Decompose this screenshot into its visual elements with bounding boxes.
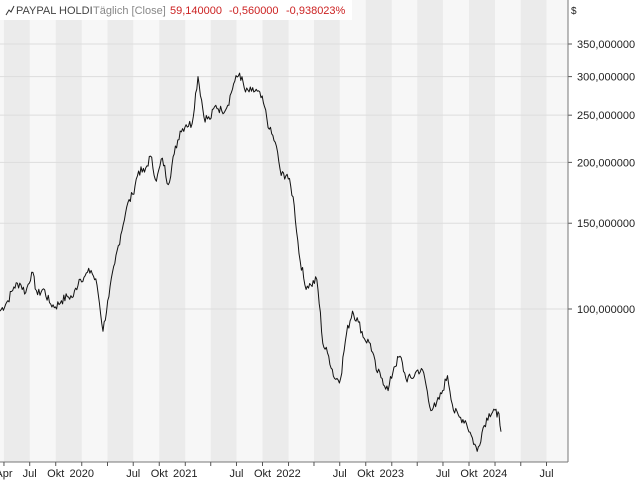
- x-tick-label: Apr: [0, 468, 13, 480]
- y-tick-label: 350,000000: [577, 39, 635, 51]
- y-tick-label: 250,000000: [577, 110, 635, 122]
- y-tick-label: 100,000000: [577, 304, 635, 316]
- x-tick-label: Jul: [23, 468, 37, 480]
- quarter-band: [520, 0, 547, 462]
- x-tick-label: 2020: [70, 468, 94, 480]
- x-tick-label: Jul: [436, 468, 450, 480]
- x-tick-label: 2024: [483, 468, 507, 480]
- quarter-band: [55, 0, 82, 462]
- header-background: [0, 0, 352, 20]
- x-tick-label: Jul: [333, 468, 347, 480]
- y-tick-label: 200,000000: [577, 157, 635, 169]
- last-price: 59,140000: [170, 5, 222, 17]
- quarter-band: [210, 0, 237, 462]
- quarter-band: [417, 0, 443, 462]
- line-chart-icon: [5, 5, 15, 16]
- quarter-band: [468, 0, 496, 462]
- y-tick-label: 300,000000: [577, 72, 635, 84]
- x-tick-label: Okt: [357, 468, 374, 480]
- x-tick-label: 2023: [380, 468, 404, 480]
- x-tick-label: 2021: [173, 468, 197, 480]
- y-tick-label: 150,000000: [577, 218, 635, 230]
- quarter-band: [107, 0, 134, 462]
- quarter-band: [262, 0, 289, 462]
- currency-label: $: [571, 6, 577, 17]
- instrument-name: PAYPAL HOLDI: [16, 5, 93, 17]
- x-tick-label: Okt: [47, 468, 64, 480]
- interval-label: Täglich [Close]: [93, 5, 166, 17]
- x-tick-label: Jul: [229, 468, 243, 480]
- x-tick-label: Okt: [254, 468, 271, 480]
- x-tick-label: Jul: [539, 468, 553, 480]
- x-tick-label: Okt: [460, 468, 477, 480]
- quarter-band: [3, 0, 30, 462]
- price-change: -0,560000: [229, 5, 279, 17]
- x-tick-label: 2022: [276, 468, 300, 480]
- price-change-percent: -0,938023%: [286, 5, 346, 17]
- quarter-band: [365, 0, 392, 462]
- price-series-line: [0, 72, 502, 452]
- quarter-band: [313, 0, 340, 462]
- quarter-band: [159, 0, 186, 462]
- x-tick-label: Jul: [126, 468, 140, 480]
- x-tick-label: Okt: [151, 468, 168, 480]
